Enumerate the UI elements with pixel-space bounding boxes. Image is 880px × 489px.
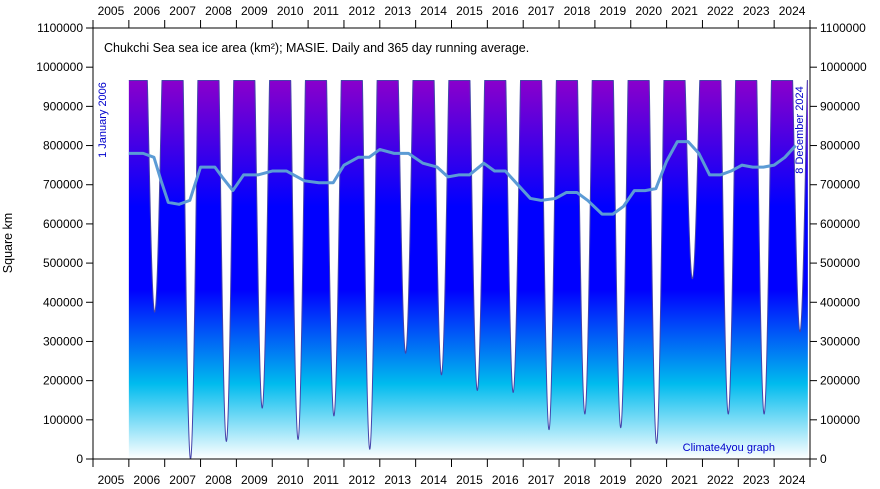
y-tick-label-left: 1000000 xyxy=(36,60,83,74)
y-tick-label-right: 400000 xyxy=(820,295,860,309)
y-tick-label-right: 500000 xyxy=(820,256,860,270)
x-tick-label-top: 2015 xyxy=(456,4,483,18)
x-tick-label-top: 2009 xyxy=(241,4,268,18)
x-tick-label-top: 2017 xyxy=(528,4,555,18)
running-average-series xyxy=(128,140,797,216)
y-axis-label: Square km xyxy=(1,213,15,273)
y-tick-label-left: 0 xyxy=(76,452,83,466)
y-tick-label-left: 300000 xyxy=(43,334,83,348)
y-tick-label-right: 300000 xyxy=(820,334,860,348)
y-tick-label-right: 0 xyxy=(820,452,827,466)
end-date-label: 8 December 2024 xyxy=(794,86,806,173)
x-tick-label-top: 2021 xyxy=(671,4,698,18)
x-tick-label-bottom: 2023 xyxy=(743,473,770,487)
x-tick-label-bottom: 2013 xyxy=(384,473,411,487)
x-tick-label-top: 2012 xyxy=(349,4,376,18)
chart-title: Chukchi Sea sea ice area (km²); MASIE. D… xyxy=(104,41,529,55)
axes: 0 0 100000 100000 200000 200000 300000 300000 40… xyxy=(36,4,867,487)
y-tick-label-left: 1100000 xyxy=(37,21,83,35)
y-tick-label-left: 500000 xyxy=(43,256,83,270)
credit-label: Climate4you graph xyxy=(683,442,775,454)
y-tick-label-left: 800000 xyxy=(43,139,83,153)
x-tick-label-top: 2007 xyxy=(169,4,196,18)
x-tick-label-top: 2016 xyxy=(492,4,519,18)
x-tick-label-top: 2018 xyxy=(564,4,591,18)
y-tick-label-right: 700000 xyxy=(820,178,860,192)
x-tick-label-bottom: 2010 xyxy=(277,473,304,487)
y-tick-label-right: 800000 xyxy=(820,139,860,153)
y-tick-label-left: 600000 xyxy=(43,217,83,231)
daily-area-fill xyxy=(128,80,808,459)
x-tick-label-top: 2024 xyxy=(779,4,806,18)
x-tick-label-bottom: 2005 xyxy=(98,473,125,487)
y-tick-label-right: 200000 xyxy=(820,374,860,388)
y-tick-label-right: 100000 xyxy=(820,413,860,427)
y-tick-label-right: 600000 xyxy=(820,217,860,231)
x-tick-label-top: 2014 xyxy=(420,4,447,18)
x-tick-label-bottom: 2024 xyxy=(779,473,806,487)
y-tick-label-left: 100000 xyxy=(43,413,83,427)
x-tick-label-bottom: 2006 xyxy=(133,473,160,487)
y-tick-label-left: 700000 xyxy=(43,178,83,192)
x-tick-label-bottom: 2020 xyxy=(635,473,662,487)
x-tick-label-bottom: 2011 xyxy=(313,473,339,487)
x-tick-label-top: 2013 xyxy=(384,4,411,18)
daily-area-series xyxy=(128,80,808,459)
y-tick-label-right: 1100000 xyxy=(820,21,866,35)
y-tick-label-left: 400000 xyxy=(43,295,83,309)
y-tick-label-right: 1000000 xyxy=(820,60,867,74)
x-tick-label-top: 2020 xyxy=(635,4,662,18)
x-tick-label-bottom: 2009 xyxy=(241,473,268,487)
x-tick-label-bottom: 2022 xyxy=(707,473,734,487)
x-tick-label-bottom: 2019 xyxy=(599,473,626,487)
x-tick-label-bottom: 2008 xyxy=(205,473,232,487)
x-tick-label-top: 2023 xyxy=(743,4,770,18)
x-tick-label-bottom: 2017 xyxy=(528,473,555,487)
x-tick-label-bottom: 2018 xyxy=(564,473,591,487)
x-tick-label-top: 2019 xyxy=(599,4,626,18)
x-tick-label-top: 2006 xyxy=(133,4,160,18)
x-tick-label-top: 2022 xyxy=(707,4,734,18)
x-tick-label-top: 2005 xyxy=(98,4,125,18)
daily-line xyxy=(128,80,808,459)
y-tick-label-left: 200000 xyxy=(43,374,83,388)
x-tick-label-top: 2011 xyxy=(313,4,339,18)
x-tick-label-bottom: 2012 xyxy=(349,473,376,487)
y-tick-label-right: 900000 xyxy=(820,99,860,113)
x-tick-label-bottom: 2021 xyxy=(671,473,698,487)
x-tick-label-bottom: 2015 xyxy=(456,473,483,487)
x-tick-label-top: 2008 xyxy=(205,4,232,18)
running-average-line xyxy=(128,140,797,216)
x-tick-label-top: 2010 xyxy=(277,4,304,18)
y-tick-label-left: 900000 xyxy=(43,99,83,113)
x-tick-label-bottom: 2016 xyxy=(492,473,519,487)
x-tick-label-bottom: 2014 xyxy=(420,473,447,487)
x-tick-label-bottom: 2007 xyxy=(169,473,196,487)
start-date-label: 1 January 2006 xyxy=(97,82,109,158)
